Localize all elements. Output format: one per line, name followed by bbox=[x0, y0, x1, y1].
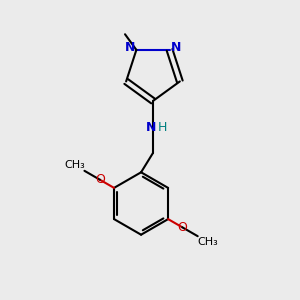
Text: N: N bbox=[146, 121, 156, 134]
Text: O: O bbox=[95, 173, 105, 186]
Text: O: O bbox=[177, 221, 187, 234]
Text: N: N bbox=[124, 41, 135, 54]
Text: CH₃: CH₃ bbox=[197, 237, 218, 247]
Text: CH₃: CH₃ bbox=[64, 160, 85, 170]
Text: H: H bbox=[158, 121, 167, 134]
Text: N: N bbox=[171, 41, 181, 54]
